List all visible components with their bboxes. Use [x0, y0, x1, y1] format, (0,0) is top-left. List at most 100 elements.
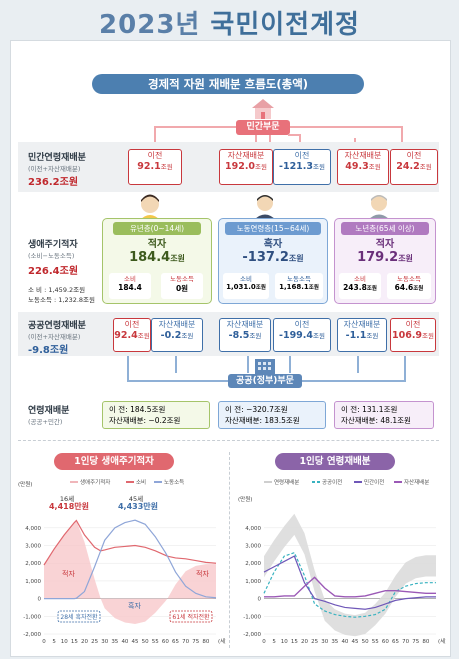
chart-divider	[229, 452, 230, 648]
elderly-icon	[367, 195, 391, 221]
row-subtitle: (공공+민간)	[28, 418, 63, 426]
row-subtitle: (이전+자산재배분)	[28, 165, 81, 173]
labor-income-box: 노동소득 64.6조원	[387, 273, 431, 299]
x-tick-label: 0	[262, 639, 266, 645]
age-group-heading: 유년층(0~14세)	[113, 222, 201, 235]
label-deficit-left: 적자	[62, 569, 75, 578]
total-elderly: 이 전: 131.1조원 자산재배분: 48.1조원	[334, 401, 434, 429]
age-group-kind: 흑자	[263, 239, 283, 250]
consumption-box: 소비 184.4	[109, 273, 151, 299]
adult-icon	[253, 195, 277, 221]
y-tick-label: -2,000	[23, 632, 41, 638]
legend-label: 공공이전	[322, 478, 342, 486]
child-icon	[139, 194, 161, 221]
total-working: 이 전: −320.7조원 자산재배분: 183.5조원	[218, 401, 326, 429]
public-asset-elderly: 자산재배분 -1.1조원	[337, 318, 387, 352]
chart-right-title: 1인당 연령재배분	[275, 453, 395, 470]
x-tick-label: 50	[142, 639, 149, 645]
public-transfer-elderly: 이전 106.9조원	[390, 318, 436, 352]
callout-28-box	[57, 610, 101, 623]
age-group-value: -137.2조원	[242, 250, 304, 265]
total-transfer: 이 전: −320.7조원	[225, 405, 288, 414]
x-tick-label: 75	[192, 639, 199, 645]
consumption-total: 소 비 : 1,459.2조원	[28, 286, 86, 294]
x-tick-label: 80	[422, 639, 429, 645]
legend-label: 소비	[136, 478, 146, 486]
age-redistribution-chart: (만원) 연령재배분 공공이전 민간이전 자산재배분 4,000 3,000 2,000 1…	[238, 478, 446, 645]
chart-left-title: 1인당 생애주기적자	[54, 453, 174, 470]
x-tick-label: 40	[121, 639, 128, 645]
x-tick-label: 65	[392, 639, 399, 645]
series-line	[264, 576, 436, 598]
age-group-working: 노동연령층(15~64세) 흑자 -137.2조원 소비 1,031.0조원 노…	[218, 218, 328, 304]
total-youth: 이 전: 184.5조원 자산재배분: −0.2조원	[102, 401, 210, 429]
row-title: 민간연령재배분	[28, 153, 86, 163]
age-group-youth: 유년층(0~14세) 적자 184.4조원 소비 184.4 노동소득 0원	[102, 218, 212, 304]
age-group-value: 184.4조원	[129, 250, 185, 265]
y-tick-label: -1,000	[243, 614, 261, 620]
x-tick-label: 0	[42, 639, 46, 645]
label-deficit-right: 적자	[196, 569, 209, 578]
public-sector-label: 공공(정부)부문	[228, 374, 302, 388]
private-transfer-elderly: 이전 24.2조원	[390, 149, 438, 185]
redistribution-band	[264, 513, 436, 637]
deficit-area	[44, 520, 216, 624]
labor-income-box: 노동소득 0원	[161, 273, 203, 299]
section-divider	[18, 440, 439, 441]
private-redistribution-label: 민간연령재배분 (이전+자산재배분) 236.2조원	[28, 150, 118, 188]
y-tick-label: 4,000	[245, 526, 261, 532]
row-value: 226.4조원	[28, 266, 79, 277]
x-tick-label: 80	[202, 639, 209, 645]
row-title: 연령재배분	[28, 406, 70, 416]
annotation-age45-value: 4,433만원	[118, 501, 158, 511]
x-tick-label: 30	[101, 639, 108, 645]
x-tick-label: 50	[362, 639, 369, 645]
x-tick-label: 45	[132, 639, 139, 645]
private-asset-working: 자산재배분 192.0조원	[219, 149, 273, 185]
y-tick-label: 1,000	[245, 579, 261, 585]
y-tick-label: 1,000	[25, 579, 41, 585]
public-asset-youth: 자산재배분 -0.2조원	[151, 318, 203, 352]
annotation-age45: 45세	[129, 494, 143, 503]
y-tick-label: 0	[258, 597, 262, 603]
y-unit: (만원)	[238, 495, 252, 503]
x-tick-label: 10	[61, 639, 68, 645]
row-value: 236.2조원	[28, 177, 79, 188]
x-tick-label: 55	[152, 639, 159, 645]
legend-label: 생애주기적자	[80, 478, 110, 486]
consumption-box: 소비 243.8조원	[339, 273, 381, 299]
x-tick-label: 55	[372, 639, 379, 645]
x-tick-label: 25	[91, 639, 98, 645]
y-tick-label: 2,000	[25, 561, 41, 567]
x-tick-label: 15	[291, 639, 298, 645]
y-tick-label: 2,000	[245, 561, 261, 567]
labor-total: 노동소득 : 1,232.8조원	[28, 296, 96, 304]
age-group-heading: 노동연령층(15~64세)	[225, 222, 321, 235]
public-transfer-youth: 이전 92.4조원	[113, 318, 151, 352]
total-asset: 자산재배분: 183.5조원	[225, 416, 300, 425]
page-title: 2023년 국민이전계정	[99, 10, 360, 40]
callout-61: 61세 적자전환	[172, 613, 210, 621]
labor-income-box: 노동소득 1,168.1조원	[275, 273, 323, 299]
x-tick-label: 65	[172, 639, 179, 645]
x-tick-label: 60	[382, 639, 389, 645]
x-tick-label: 60	[162, 639, 169, 645]
age-group-value: 179.2조원	[357, 250, 413, 265]
building-icon	[255, 359, 275, 375]
public-redistribution-label: 공공연령재배분 (이전+자산재배분) -9.8조원	[28, 318, 118, 356]
x-tick-label: 5	[52, 639, 56, 645]
total-asset: 자산재배분: 48.1조원	[341, 416, 411, 425]
x-tick-label: 10	[281, 639, 288, 645]
y-tick-label: 0	[38, 597, 42, 603]
x-tick-label: 20	[301, 639, 308, 645]
x-tick-label: 70	[182, 639, 189, 645]
row-subtitle: (이전+자산재배분)	[28, 333, 81, 341]
row-title: 생애주기적자	[28, 240, 78, 250]
x-tick-label: 15	[71, 639, 78, 645]
age-group-heading: 노년층(65세 이상)	[341, 222, 429, 235]
x-tick-label: 70	[402, 639, 409, 645]
legend-label: 민간이전	[364, 478, 384, 486]
age-group-elderly: 노년층(65세 이상) 적자 179.2조원 소비 243.8조원 노동소득 6…	[334, 218, 436, 304]
legend-label: 노동소득	[164, 479, 184, 486]
private-transfer-youth: 이전 92.1조원	[128, 149, 182, 185]
